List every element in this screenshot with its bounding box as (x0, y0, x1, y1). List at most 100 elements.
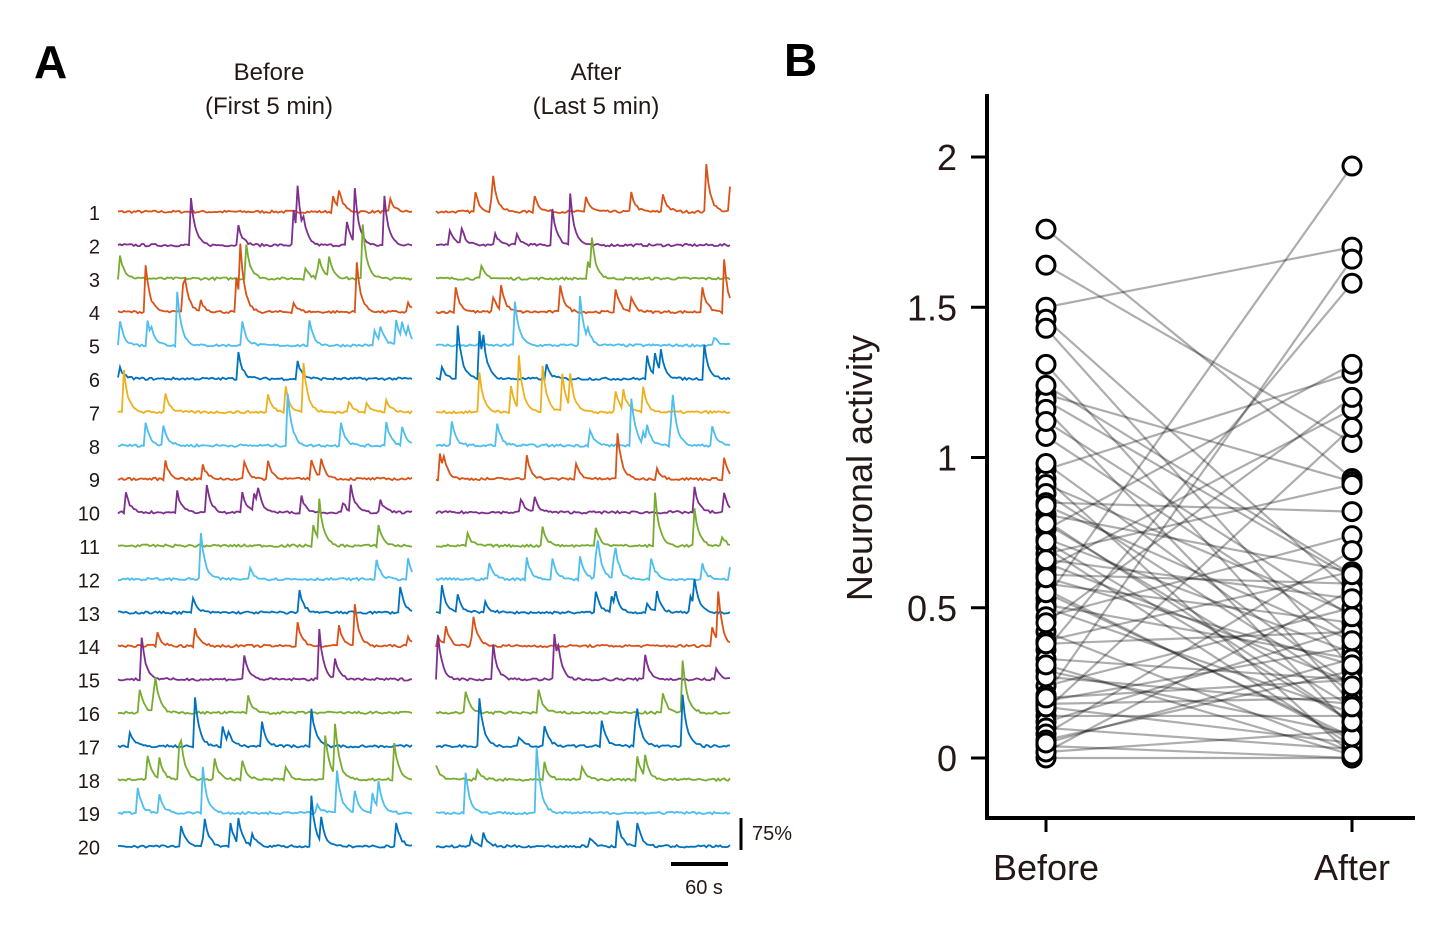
x-tick-label: After (1314, 847, 1390, 888)
trace-label: 17 (78, 737, 100, 759)
pair-line (1045, 363, 1353, 531)
trace-after (435, 578, 731, 615)
trace-after (435, 394, 731, 449)
trace-after (435, 820, 731, 849)
panel-b-chart: 0 0.5 1 1.5 2 Before After Neuronal activity (839, 94, 1415, 888)
pair-line (1045, 327, 1353, 669)
trace-before (118, 498, 413, 550)
trace-before (117, 224, 413, 282)
trace-before (117, 586, 413, 616)
pair-line (1045, 426, 1353, 711)
pair-line (1045, 606, 1353, 687)
pair-line (1045, 663, 1353, 757)
pair-line (1045, 591, 1353, 738)
trace-label: 14 (78, 637, 100, 659)
pair-line (1045, 588, 1353, 753)
trace-label: 2 (89, 236, 100, 258)
pair-line (1045, 570, 1353, 642)
trace-label: 8 (89, 437, 100, 459)
trace-label: 9 (89, 470, 100, 492)
trace-before (117, 393, 413, 448)
pair-line (1045, 408, 1353, 729)
point-before (1035, 633, 1057, 655)
trace-before (117, 243, 413, 315)
pair-line (1045, 522, 1353, 708)
trace-after (435, 164, 731, 215)
pair-line (1045, 657, 1353, 681)
point-before (1035, 513, 1057, 535)
pair-line (1045, 645, 1353, 702)
y-tick-label: 1.5 (907, 287, 957, 328)
point-before (1035, 453, 1057, 475)
pair-line (1045, 588, 1353, 741)
trace-before (117, 604, 413, 649)
trace-label: 12 (78, 570, 100, 592)
pair-line (1045, 630, 1353, 754)
pair-line (1045, 477, 1353, 756)
pair-line (1045, 669, 1353, 742)
pair-line (1045, 264, 1353, 444)
point-before (1035, 374, 1057, 396)
point-after (1341, 564, 1363, 586)
trace-label: 10 (78, 504, 100, 526)
trace-label: 3 (89, 270, 100, 292)
trace-before (117, 697, 413, 749)
pair-line (1045, 258, 1353, 696)
trace-before (117, 351, 413, 382)
pair-line (1045, 504, 1353, 642)
traces-before (117, 185, 413, 849)
trace-after (435, 237, 731, 282)
point-after (1341, 272, 1363, 294)
y-tick-label: 0.5 (907, 588, 957, 629)
pair-line (1045, 705, 1353, 745)
point-before (1035, 218, 1057, 240)
point-before (1035, 317, 1057, 339)
point-before (1035, 254, 1057, 276)
point-before (1035, 567, 1057, 589)
trace-label: 7 (89, 403, 100, 425)
trace-label: 15 (78, 671, 100, 693)
pair-line (1045, 501, 1353, 513)
scale-bar-x-label: 60 s (685, 877, 723, 899)
trace-after (435, 492, 731, 549)
pair-line (1045, 573, 1353, 585)
trace-after (435, 486, 731, 515)
point-before (1035, 612, 1057, 634)
pair-line (1045, 228, 1353, 480)
y-axis-label: Neuronal activity (839, 335, 880, 601)
y-tick-label: 2 (937, 137, 957, 178)
pair-line (1045, 729, 1353, 754)
trace-label: 1 (89, 203, 100, 225)
point-before (1035, 531, 1057, 553)
point-after (1341, 606, 1363, 628)
trace-before (117, 185, 413, 248)
trace-label: 11 (79, 537, 100, 559)
pair-line (1045, 675, 1353, 706)
pair-line (1045, 558, 1353, 600)
trace-after (435, 694, 731, 749)
trace-label: 4 (89, 303, 100, 325)
pair-line (1045, 726, 1353, 751)
pair-line (1045, 561, 1353, 684)
trace-before (117, 291, 413, 349)
pair-line (1045, 396, 1353, 624)
point-before (1035, 410, 1057, 432)
panel-b-letter: B (784, 34, 817, 86)
point-after (1341, 248, 1363, 270)
trace-before (117, 677, 413, 716)
trace-after (435, 540, 731, 583)
trace-before (118, 532, 413, 582)
after-title-line1: After (571, 59, 622, 86)
trace-label: 19 (78, 804, 100, 826)
trace-after (435, 754, 731, 783)
trace-after (435, 591, 731, 649)
pair-line (1045, 627, 1353, 723)
y-tick-label: 1 (937, 438, 957, 479)
point-after (1341, 416, 1363, 438)
trace-label: 18 (78, 771, 100, 793)
pair-line (1045, 492, 1353, 693)
trace-before (117, 362, 413, 415)
pair-points (1035, 155, 1363, 769)
